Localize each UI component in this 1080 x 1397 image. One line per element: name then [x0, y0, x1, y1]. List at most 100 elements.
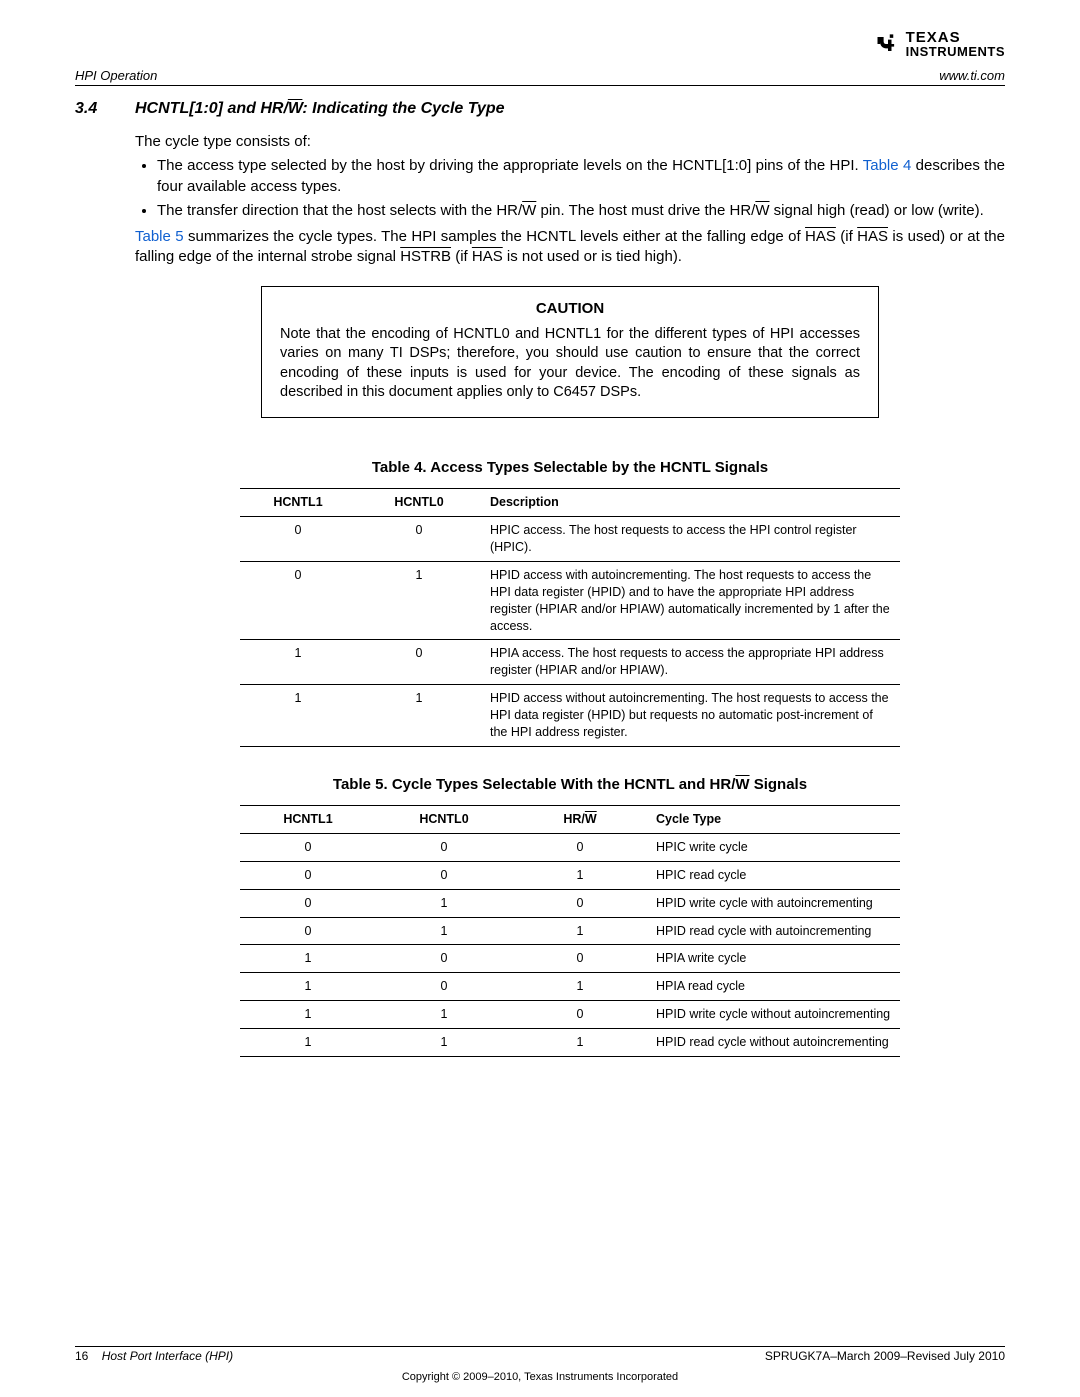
- t5-c2: 0: [376, 945, 512, 973]
- p-a: summarizes the cycle types. The HPI samp…: [184, 228, 805, 245]
- table-row: 000HPIC write cycle: [240, 833, 900, 861]
- t5-c4: HPID write cycle without autoincrementin…: [648, 1001, 900, 1029]
- t5-c1: 0: [240, 889, 376, 917]
- t4-c1: 0: [240, 561, 356, 640]
- t5-h3-ov: W: [585, 812, 597, 826]
- p-ov3: HSTRB: [400, 248, 451, 265]
- top-bar: HPI Operation www.ti.com: [75, 68, 1005, 86]
- bullet-list: The access type selected by the host by …: [135, 156, 1005, 221]
- table-row: 10HPIA access. The host requests to acce…: [240, 640, 900, 685]
- page-number: 16: [75, 1349, 88, 1363]
- table-5: HCNTL1 HCNTL0 HR/W Cycle Type 000HPIC wr…: [240, 805, 900, 1057]
- t5-c2: 0: [376, 833, 512, 861]
- footer-left: 16 Host Port Interface (HPI): [75, 1349, 233, 1363]
- t5-c1: 0: [240, 917, 376, 945]
- title-ov: W: [288, 100, 303, 117]
- t5-c2: 0: [376, 973, 512, 1001]
- caution-text: Note that the encoding of HCNTL0 and HCN…: [280, 325, 860, 403]
- t5-c1: 0: [240, 833, 376, 861]
- t4-c2: 0: [356, 640, 482, 685]
- logo-line2: INSTRUMENTS: [906, 45, 1005, 58]
- table-row: 00HPIC access. The host requests to acce…: [240, 517, 900, 562]
- t5-c2: 0: [376, 861, 512, 889]
- t4-c3: HPID access with autoincrementing. The h…: [482, 561, 900, 640]
- t4-h3: Description: [482, 489, 900, 517]
- table-4: HCNTL1 HCNTL0 Description 00HPIC access.…: [240, 488, 900, 747]
- table-row: 100HPIA write cycle: [240, 945, 900, 973]
- t5-c3: 1: [512, 861, 648, 889]
- t5-c2: 1: [376, 1001, 512, 1029]
- t5-c4: HPID read cycle with autoincrementing: [648, 917, 900, 945]
- table-row: 101HPIA read cycle: [240, 973, 900, 1001]
- ti-logo: TEXAS INSTRUMENTS: [874, 30, 1005, 58]
- t5-c3: 1: [512, 1029, 648, 1057]
- t5-h2: HCNTL0: [376, 806, 512, 834]
- ti-chip-icon: [874, 30, 902, 58]
- b1-link[interactable]: Table 4: [863, 157, 912, 174]
- p-link[interactable]: Table 5: [135, 228, 184, 245]
- logo-text: TEXAS INSTRUMENTS: [906, 30, 1005, 58]
- table4-header-row: HCNTL1 HCNTL0 Description: [240, 489, 900, 517]
- p-ov2: HAS: [857, 228, 888, 245]
- body-block: The cycle type consists of: The access t…: [135, 132, 1005, 1057]
- t5-c4: HPID write cycle with autoincrementing: [648, 889, 900, 917]
- t4-c2: 1: [356, 561, 482, 640]
- t5-cap-b: Signals: [750, 776, 808, 793]
- footer-rev: SPRUGK7A–March 2009–Revised July 2010: [765, 1349, 1005, 1363]
- table-row: 011HPID read cycle with autoincrementing: [240, 917, 900, 945]
- t5-cap-ov: W: [735, 776, 749, 793]
- t5-c1: 1: [240, 1001, 376, 1029]
- b2-c: signal high (read) or low (write).: [770, 202, 984, 219]
- t5-c3: 0: [512, 833, 648, 861]
- table4-body: 00HPIC access. The host requests to acce…: [240, 517, 900, 747]
- table-row: 01HPID access with autoincrementing. The…: [240, 561, 900, 640]
- t5-c4: HPIA read cycle: [648, 973, 900, 1001]
- p-ov1: HAS: [805, 228, 836, 245]
- t4-c2: 1: [356, 685, 482, 747]
- t5-c2: 1: [376, 917, 512, 945]
- t4-c1: 1: [240, 640, 356, 685]
- t5-c3: 1: [512, 973, 648, 1001]
- t5-c4: HPID read cycle without autoincrementing: [648, 1029, 900, 1057]
- title-pre: HCNTL[1:0] and HR/: [135, 100, 288, 117]
- footer: 16 Host Port Interface (HPI) SPRUGK7A–Ma…: [75, 1346, 1005, 1363]
- intro-line: The cycle type consists of:: [135, 132, 1005, 152]
- p-e: is not used or is tied high).: [503, 248, 682, 265]
- doc-section: HPI Operation: [75, 68, 157, 83]
- p-d: (if: [451, 248, 472, 265]
- t5-c1: 1: [240, 945, 376, 973]
- table-row: 001HPIC read cycle: [240, 861, 900, 889]
- footer-doc: Host Port Interface (HPI): [102, 1349, 233, 1363]
- table-row: 010HPID write cycle with autoincrementin…: [240, 889, 900, 917]
- b2-a: The transfer direction that the host sel…: [157, 202, 522, 219]
- t4-c2: 0: [356, 517, 482, 562]
- t4-c3: HPIA access. The host requests to access…: [482, 640, 900, 685]
- page: TEXAS INSTRUMENTS HPI Operation www.ti.c…: [0, 0, 1080, 1057]
- t5-c1: 1: [240, 973, 376, 1001]
- title-post: : Indicating the Cycle Type: [302, 100, 504, 117]
- logo-row: TEXAS INSTRUMENTS: [75, 30, 1005, 58]
- t5-c2: 1: [376, 1029, 512, 1057]
- summary-para: Table 5 summarizes the cycle types. The …: [135, 227, 1005, 268]
- section-heading: HCNTL[1:0] and HR/W: Indicating the Cycl…: [135, 100, 505, 118]
- table-row: 111HPID read cycle without autoincrement…: [240, 1029, 900, 1057]
- table4-caption: Table 4. Access Types Selectable by the …: [135, 458, 1005, 478]
- doc-url: www.ti.com: [939, 68, 1005, 83]
- copyright: Copyright © 2009–2010, Texas Instruments…: [0, 1371, 1080, 1383]
- b2-ov2: W: [755, 202, 769, 219]
- t4-h1: HCNTL1: [240, 489, 356, 517]
- table5-body: 000HPIC write cycle001HPIC read cycle010…: [240, 833, 900, 1056]
- t5-c3: 0: [512, 889, 648, 917]
- t5-c2: 1: [376, 889, 512, 917]
- p-ov4: HAS: [472, 248, 503, 265]
- t5-h3-a: HR/: [563, 812, 585, 826]
- t4-h2: HCNTL0: [356, 489, 482, 517]
- p-b: (if: [836, 228, 857, 245]
- section-title: 3.4 HCNTL[1:0] and HR/W: Indicating the …: [75, 100, 1005, 118]
- table-row: 11HPID access without autoincrementing. …: [240, 685, 900, 747]
- t5-h4: Cycle Type: [648, 806, 900, 834]
- t5-c1: 1: [240, 1029, 376, 1057]
- b2-b: pin. The host must drive the HR/: [536, 202, 755, 219]
- t5-c4: HPIC write cycle: [648, 833, 900, 861]
- footer-row: 16 Host Port Interface (HPI) SPRUGK7A–Ma…: [75, 1349, 1005, 1363]
